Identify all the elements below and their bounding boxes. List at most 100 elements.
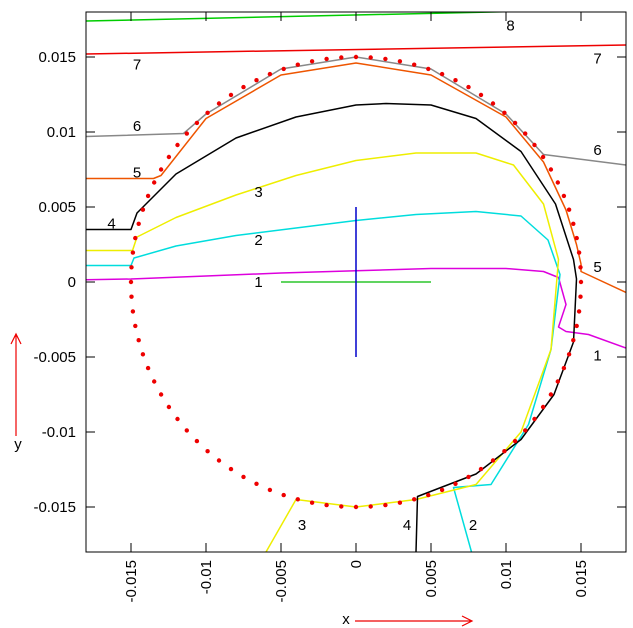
circle-point	[205, 449, 210, 454]
circle-point	[136, 221, 141, 226]
circle-point	[439, 71, 445, 77]
circle-point	[478, 92, 484, 98]
circle-point	[368, 55, 373, 60]
circle-point	[566, 352, 572, 357]
circle-point	[295, 62, 300, 67]
y-axis-label: y	[14, 436, 22, 453]
circle-point	[140, 207, 146, 212]
series-annotation: 3	[254, 184, 262, 201]
circle-point	[216, 101, 222, 106]
circle-point	[532, 416, 537, 422]
series-annotation: 5	[593, 259, 601, 276]
series-line-5	[86, 62, 626, 294]
circle-point	[397, 59, 403, 64]
circle-point	[129, 294, 134, 299]
x-tick-label: 0.005	[423, 560, 440, 598]
circle-point	[412, 497, 417, 502]
x-axis-label: x	[342, 611, 350, 628]
series-annotation: 2	[469, 517, 477, 534]
y-tick-label: 0	[68, 274, 76, 291]
series-annotation: 7	[593, 51, 601, 68]
circle-point	[205, 110, 210, 116]
circle-point	[540, 404, 546, 410]
circle-point	[574, 323, 579, 329]
circle-point	[158, 167, 164, 172]
circle-point	[397, 500, 403, 505]
circle-point	[175, 416, 180, 422]
circle-point	[166, 404, 172, 410]
circle-point	[281, 66, 286, 72]
circle-point	[466, 84, 471, 90]
x-axis-arrow	[355, 615, 474, 627]
series-annotation: 6	[593, 142, 601, 159]
circle-point	[309, 59, 315, 64]
circle-point	[228, 92, 234, 98]
y-axis-arrow	[10, 332, 22, 436]
x-tick-label: 0	[348, 560, 365, 568]
circle-point	[295, 497, 300, 502]
series-annotation: 4	[403, 517, 411, 534]
circle-point	[576, 309, 582, 314]
circle-point	[241, 474, 246, 480]
annotation-layer: 1 2 3 4 5 6 7 8 7 6 5 1 3 4 2	[107, 18, 601, 535]
circle-point	[128, 279, 134, 285]
circle-point	[532, 142, 537, 148]
circle-point	[267, 487, 273, 493]
circle-point	[254, 78, 259, 83]
crosshair-layer	[281, 207, 431, 357]
y-tick-label: -0.01	[42, 424, 76, 441]
circle-point	[478, 466, 484, 472]
y-tick-label: -0.005	[33, 349, 76, 366]
circle-point	[502, 110, 507, 116]
circle-point	[523, 428, 528, 433]
axis-label-layer: x y	[10, 332, 474, 628]
circle-point	[555, 180, 560, 185]
y-tick-label: 0.005	[38, 199, 76, 216]
circle-point	[412, 62, 417, 67]
circle-point	[267, 71, 273, 77]
circle-point	[136, 338, 141, 343]
circle-point	[133, 235, 138, 241]
circle-point	[166, 154, 172, 160]
circle-point	[466, 474, 471, 480]
series-annotation: 3	[298, 517, 306, 534]
circle-point	[578, 279, 584, 285]
circle-dots-layer	[128, 54, 584, 510]
circle-point	[426, 492, 431, 498]
series-line-2	[86, 210, 561, 552]
circle-point	[540, 154, 546, 160]
circle-point	[571, 221, 576, 226]
circle-point	[571, 338, 576, 343]
x-tick-label: 0.01	[498, 560, 515, 589]
x-tick-label: 0.015	[573, 560, 590, 598]
series-annotation: 6	[133, 118, 141, 135]
circle-point	[561, 193, 567, 199]
y-tick-label: -0.015	[33, 499, 76, 516]
circle-point	[158, 392, 164, 397]
circle-point	[426, 66, 431, 72]
circle-point	[439, 487, 445, 493]
series-annotation: 1	[254, 274, 262, 291]
circle-point	[548, 167, 554, 172]
circle-point	[324, 502, 329, 508]
tick-layer: -0.015 -0.01 -0.005 0 0.005 0.01 0.0150.0150.0…	[33, 12, 626, 603]
circle-point	[228, 466, 234, 472]
circle-point	[578, 294, 583, 299]
circle-point	[130, 309, 136, 314]
x-tick-label: -0.01	[198, 560, 215, 594]
circle-point	[216, 458, 222, 463]
series-annotation: 2	[254, 232, 262, 249]
series-annotation: 7	[133, 57, 141, 74]
circle-point	[502, 449, 507, 454]
x-tick-label: -0.015	[123, 560, 140, 603]
circle-point	[353, 54, 359, 60]
circle-point	[353, 504, 359, 510]
circle-point	[140, 352, 146, 357]
series-annotation: 1	[593, 348, 601, 365]
circle-point	[561, 365, 567, 371]
y-tick-label: 0.015	[38, 49, 76, 66]
circle-point	[184, 428, 189, 433]
circle-point	[184, 131, 189, 136]
circle-point	[512, 438, 518, 444]
